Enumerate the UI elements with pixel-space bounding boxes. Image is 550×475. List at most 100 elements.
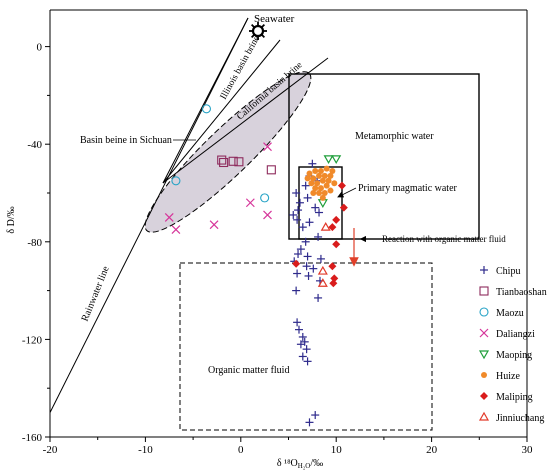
point-huize [308,180,315,187]
point-huize [325,177,332,184]
point-huize [327,172,334,179]
point-tianbaoshan [234,157,244,167]
legend-marker-jinniuchang [478,411,490,421]
point-huize [321,172,328,179]
point-daliangzi-b [209,220,219,230]
y-tick-label: -80 [27,237,42,249]
y-tick-label: -120 [22,334,43,346]
reaction-label: Reaction with organic matter fluid [382,234,506,244]
legend-label-huize: Huize [496,371,520,382]
legend-label-daliangzi: Daliangzi [496,329,535,340]
point-chipu [311,411,320,420]
point-daliangzi-b [263,142,272,152]
point-chipu [293,318,302,327]
point-jinniuchang [317,278,328,287]
point-maliping [332,215,341,224]
x-tick-label: -10 [138,444,153,456]
seawater-label: Seawater [254,13,295,25]
point-chipu [303,252,312,261]
legend-label-maliping: Maliping [496,392,533,403]
organic-label: Organic matter fluid [208,365,289,376]
x-axis-title: δ ¹⁸OH₂O/‰ [277,458,323,470]
x-tick-label: 0 [238,444,244,456]
point-maozu [260,193,270,203]
point-huize [312,185,319,192]
point-chipu [298,352,307,361]
point-chipu [298,223,307,232]
point-daliangzi-b [164,212,174,222]
legend-marker-maoping [478,350,490,360]
x-tick-label: 30 [522,444,534,456]
point-chipu [305,418,314,427]
point-daliangzi-b [245,198,255,208]
x-axis-title-unit: /‰ [310,458,323,469]
point-daliangzi [263,210,272,220]
organic-matter-box [179,262,433,431]
point-daliangzi [245,198,255,208]
point-maliping [332,240,341,249]
point-chipu [311,203,320,212]
point-daliangzi [209,220,219,230]
y-tick-label: 0 [37,42,43,54]
point-chipu [304,271,313,280]
seawater-ray [260,33,266,39]
point-huize [323,182,330,189]
x-axis-title-sub: H₂O [298,462,311,470]
point-maoping [323,155,334,165]
chart-legend: Chipu Tianbaoshan Maozu Daliangzi Maoping Hui… [478,266,547,424]
point-chipu [296,245,305,254]
point-chipu [302,345,311,354]
point-maliping [292,259,301,268]
point-tianbaoshan [266,165,276,175]
legend-label-chipu: Chipu [496,266,520,277]
point-huize [317,168,324,175]
seawater-ring [251,24,265,38]
point-chipu [293,215,302,224]
point-chipu [298,332,307,341]
point-huize [304,175,311,182]
point-huize [319,194,326,201]
point-chipu [292,286,301,295]
chart-points [164,104,348,427]
y-tick-label: -40 [27,139,42,151]
point-huize [321,190,328,196]
point-chipu [303,357,312,366]
point-chipu [294,250,303,258]
seawater-ray [260,23,266,29]
point-chipu [315,208,324,217]
legend-label-maoping: Maoping [496,350,532,361]
point-huize [319,177,326,184]
legend-marker-chipu [480,266,488,274]
point-huize [331,180,338,187]
legend-label-tianbaoshan: Tianbaoshan [496,287,547,298]
x-tick-label: -20 [43,444,58,456]
point-chipu [301,181,310,190]
point-huize [316,172,323,179]
point-huize [310,175,317,182]
point-chipu [308,159,317,168]
basin-sichuan-label: Basin beine in Sichuan [80,135,172,146]
point-huize [317,185,324,192]
point-huize [327,187,334,194]
x-axis-title-main: δ ¹⁸O [277,458,298,469]
illinois-label: Illinois basin brine [219,34,262,101]
point-huize [314,180,321,187]
california-basin-line [162,57,329,184]
illinois-basin-line [162,39,281,184]
point-chipu [296,340,305,349]
seawater-symbol [249,22,267,40]
point-jinniuchang [317,265,328,275]
point-tianbaoshan [228,156,238,166]
point-chipu [293,269,302,278]
point-chipu [314,232,323,241]
primary-magmatic-label: Primary magmatic water [358,183,458,194]
x-tick-label: 10 [331,444,343,456]
point-maoping [331,155,342,165]
y-axis-title: δ D/‰ [6,206,17,233]
point-tianbaoshan [217,155,227,165]
point-tianbaoshan [219,157,229,168]
point-huize [316,190,323,196]
point-huize [306,170,313,177]
legend-label-jinniuchang: Jinniuchang [496,413,544,424]
